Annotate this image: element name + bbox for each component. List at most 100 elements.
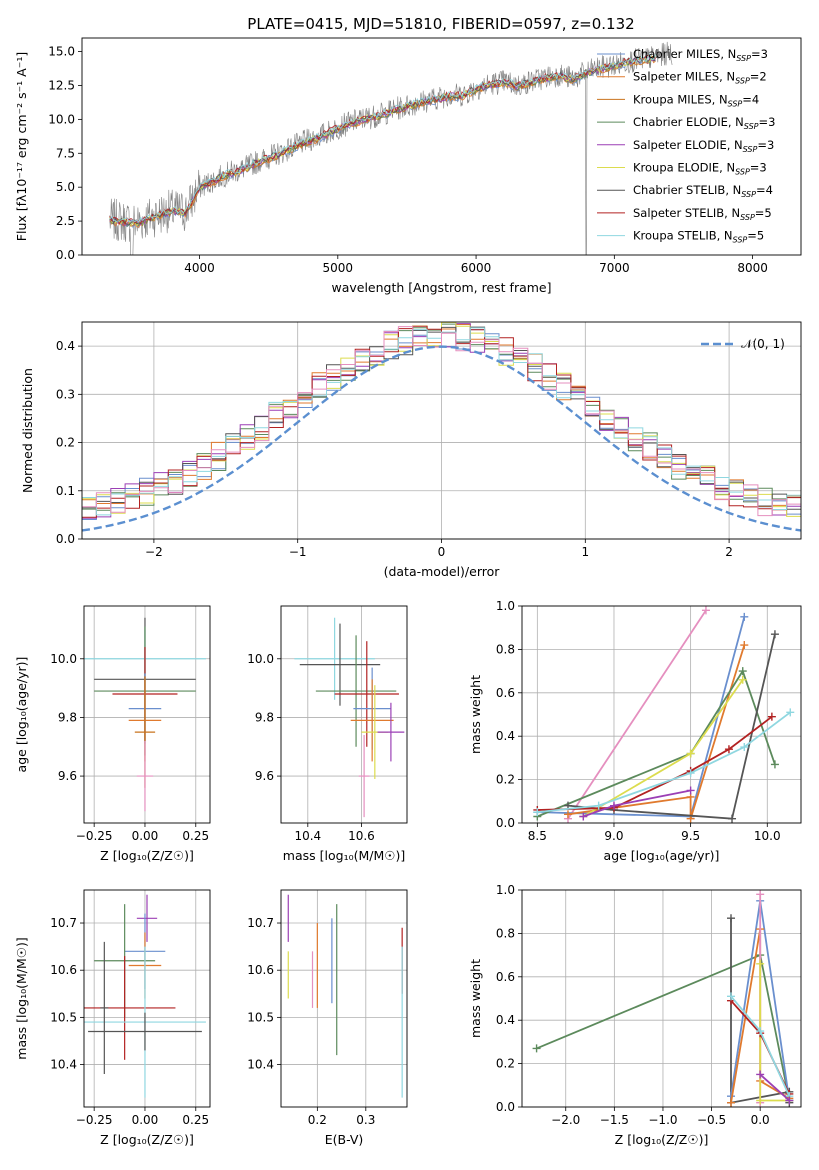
weight-marker bbox=[727, 1098, 736, 1107]
weight-line bbox=[567, 644, 746, 819]
error-bar-point bbox=[100, 941, 109, 1074]
x-axis-label: Z [log₁₀(Z/Z☉)] bbox=[100, 1132, 194, 1147]
weight-marker bbox=[727, 914, 736, 923]
weight-marker bbox=[579, 812, 588, 821]
x-tick-label: −0.5 bbox=[697, 1113, 726, 1127]
legend: Chabrier MILES, NSSP=3 Salpeter MILES, NS… bbox=[597, 47, 775, 245]
weight-marker bbox=[686, 749, 695, 758]
x-tick-label: 8000 bbox=[737, 261, 768, 275]
y-tick-label: 0.2 bbox=[496, 1057, 515, 1071]
y-tick-label: 0.0 bbox=[496, 816, 515, 830]
x-tick-label: −2.0 bbox=[551, 1113, 580, 1127]
y-tick-label: 0.8 bbox=[496, 642, 515, 656]
x-axis-label: wavelength [Angstrom, rest frame] bbox=[331, 280, 551, 295]
x-tick-label: 8.5 bbox=[528, 829, 547, 843]
weight-marker bbox=[686, 769, 695, 778]
y-tick-label: 5.0 bbox=[56, 180, 75, 194]
legend-label: 𝒩(0, 1) bbox=[741, 337, 785, 351]
y-tick-label: 0.4 bbox=[56, 339, 75, 353]
x-tick-label: 4000 bbox=[184, 261, 215, 275]
histogram-step bbox=[82, 325, 801, 518]
weight-marker bbox=[785, 1096, 794, 1105]
plot-area bbox=[294, 617, 405, 818]
y-tick-label: 9.6 bbox=[255, 769, 274, 783]
y-tick-label: 10.7 bbox=[247, 916, 274, 930]
y-tick-label: 10.6 bbox=[50, 963, 77, 977]
y-tick-label: 10.0 bbox=[247, 652, 274, 666]
x-tick-label: −2 bbox=[145, 545, 163, 559]
weight-marker bbox=[740, 612, 749, 621]
y-tick-label: 10.4 bbox=[247, 1058, 274, 1072]
x-axis-label: mass [log₁₀(M/M☉)] bbox=[283, 848, 405, 863]
x-tick-label: 0.25 bbox=[182, 1113, 209, 1127]
weight-marker bbox=[756, 959, 765, 968]
x-axis-label: age [log₁₀(age/yr)] bbox=[604, 848, 720, 863]
weight-marker bbox=[701, 606, 710, 615]
x-tick-label: −0.25 bbox=[76, 829, 113, 843]
weight-marker bbox=[756, 1096, 765, 1105]
error-bar-point bbox=[136, 894, 158, 942]
x-tick-label: −1.0 bbox=[648, 1113, 677, 1127]
x-tick-label: 10.4 bbox=[294, 829, 321, 843]
y-tick-label: 0.0 bbox=[56, 248, 75, 262]
error-bar-point bbox=[334, 641, 399, 747]
x-tick-label: 1 bbox=[581, 545, 589, 559]
y-tick-label: 10.5 bbox=[247, 1010, 274, 1024]
error-bar-point bbox=[350, 679, 394, 762]
error-bar-point bbox=[88, 1012, 202, 1051]
legend-label: Kroupa MILES, NSSP=4 bbox=[633, 92, 759, 108]
legend-label: Chabrier ELODIE, NSSP=3 bbox=[633, 115, 775, 131]
figure-title: PLATE=0415, MJD=51810, FIBERID=0597, z=0… bbox=[247, 15, 634, 33]
y-tick-label: 0.0 bbox=[56, 532, 75, 546]
y-tick-label: 0.1 bbox=[56, 484, 75, 498]
weight-marker bbox=[727, 992, 736, 1001]
y-axis-label: mass [log₁₀(M/M☉)] bbox=[14, 937, 29, 1059]
chart-mass_vs_ebv: 0.2 0.3 10.4 10.5 10.6 10.7 E(B-V) bbox=[247, 889, 408, 1147]
plot-area bbox=[533, 606, 795, 823]
plot-area bbox=[82, 322, 801, 532]
x-tick-label: 5000 bbox=[323, 261, 354, 275]
plot-area bbox=[532, 890, 794, 1107]
error-bar-point bbox=[315, 635, 397, 747]
error-bar-point bbox=[294, 617, 375, 700]
error-bar-point bbox=[84, 956, 176, 1060]
plot-area bbox=[84, 894, 206, 1098]
y-tick-label: 1.0 bbox=[496, 883, 515, 897]
panels: 4000 5000 6000 7000 80000.02.55.07.510.012.5… bbox=[14, 37, 802, 1147]
weight-marker bbox=[770, 630, 779, 639]
x-axis-label: Z [log₁₀(Z/Z☉)] bbox=[100, 848, 194, 863]
weight-line bbox=[759, 1073, 790, 1102]
legend-label: Chabrier MILES, NSSP=3 bbox=[633, 47, 768, 63]
y-tick-label: 10.5 bbox=[50, 1010, 77, 1024]
y-tick-label: 0.2 bbox=[56, 436, 75, 450]
y-tick-label: 0.4 bbox=[496, 729, 515, 743]
weight-marker bbox=[740, 743, 749, 752]
x-axis-label: Z [log₁₀(Z/Z☉)] bbox=[615, 1132, 709, 1147]
weight-marker bbox=[594, 801, 603, 810]
legend-label: Chabrier STELIB, NSSP=4 bbox=[633, 183, 773, 199]
axes-frame bbox=[81, 321, 802, 540]
y-tick-label: 7.5 bbox=[56, 146, 75, 160]
axes-frame bbox=[280, 605, 408, 824]
error-bar-point bbox=[358, 735, 370, 818]
axes-frame bbox=[83, 605, 211, 824]
y-tick-label: 0.6 bbox=[496, 970, 515, 984]
y-tick-label: 15.0 bbox=[48, 45, 75, 59]
x-tick-label: 0.25 bbox=[182, 829, 209, 843]
x-tick-label: 0 bbox=[438, 545, 446, 559]
x-tick-label: 7000 bbox=[599, 261, 630, 275]
x-tick-label: 0.00 bbox=[132, 829, 159, 843]
weight-marker bbox=[756, 1070, 765, 1079]
y-axis-label: age [log₁₀(age/yr)] bbox=[14, 657, 29, 773]
x-tick-label: 0.0 bbox=[751, 1113, 770, 1127]
weight-marker bbox=[770, 760, 779, 769]
y-axis-label: Normed distribution bbox=[20, 368, 35, 493]
weight-marker bbox=[756, 1027, 765, 1036]
weight-line bbox=[582, 789, 691, 818]
y-tick-label: 10.7 bbox=[50, 916, 77, 930]
axes-frame bbox=[280, 889, 408, 1108]
plot-area bbox=[84, 617, 206, 812]
y-tick-label: 2.5 bbox=[56, 214, 75, 228]
weight-marker bbox=[533, 808, 542, 817]
